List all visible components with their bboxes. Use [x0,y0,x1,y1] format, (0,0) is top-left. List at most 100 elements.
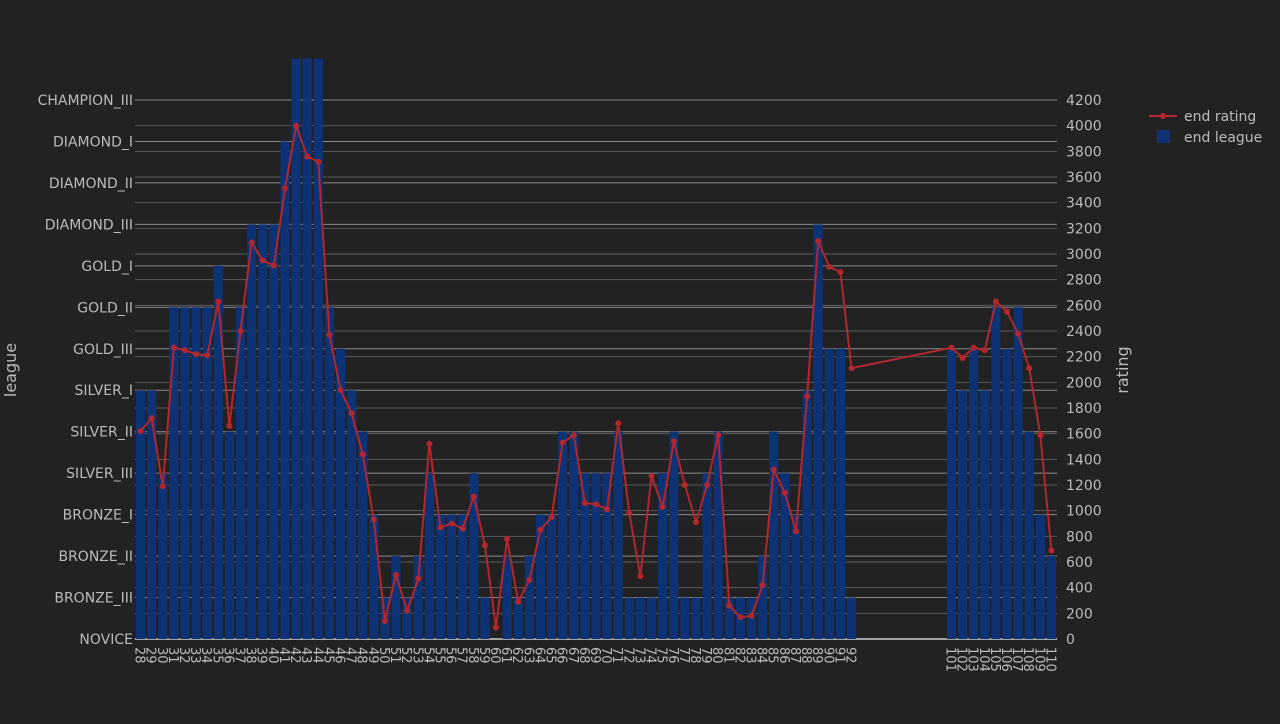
bar-end-league[interactable] [447,514,457,639]
bar-end-league[interactable] [802,390,812,639]
legend-item-end-league[interactable]: end league [1157,130,1262,146]
point-end-rating[interactable] [159,483,166,490]
bar-end-league[interactable] [991,307,1001,639]
legend[interactable]: end rating end league [1149,109,1262,146]
bar-end-league[interactable] [769,431,779,639]
bar-end-league[interactable] [791,514,801,639]
point-end-rating[interactable] [193,351,200,358]
bar-end-league[interactable] [147,390,157,639]
point-end-rating[interactable] [804,393,811,400]
bar-end-league[interactable] [580,473,590,639]
point-end-rating[interactable] [815,238,822,245]
bar-end-league[interactable] [591,473,601,639]
bar-end-league[interactable] [313,58,323,640]
point-end-rating[interactable] [759,582,766,589]
bar-end-league[interactable] [369,514,379,639]
point-end-rating[interactable] [848,365,855,372]
bar-end-league[interactable] [480,597,490,639]
point-end-rating[interactable] [681,482,688,488]
bar-end-league[interactable] [602,473,612,639]
point-end-rating[interactable] [493,624,500,631]
point-end-rating[interactable] [393,571,400,578]
bar-end-league[interactable] [758,556,768,639]
bar-end-league[interactable] [402,597,412,639]
point-end-rating[interactable] [237,328,244,334]
bar-end-league[interactable] [180,307,190,639]
point-end-rating[interactable] [593,501,599,508]
point-end-rating[interactable] [381,618,388,625]
point-end-rating[interactable] [370,516,377,523]
point-end-rating[interactable] [515,598,522,605]
point-end-rating[interactable] [504,535,511,542]
point-end-rating[interactable] [281,185,288,192]
point-end-rating[interactable] [359,451,366,458]
bar-end-league[interactable] [413,556,423,639]
point-end-rating[interactable] [748,612,755,619]
point-end-rating[interactable] [315,158,322,165]
point-end-rating[interactable] [737,614,744,621]
bar-end-league[interactable] [780,473,790,639]
bar-end-league[interactable] [258,224,268,639]
bar-end-league[interactable] [302,58,312,640]
bar-end-league[interactable] [502,556,512,639]
bar-end-league[interactable] [158,473,168,639]
bar-end-league[interactable] [658,473,668,639]
point-end-rating[interactable] [637,573,644,580]
point-end-rating[interactable] [326,331,333,338]
point-end-rating[interactable] [715,431,722,438]
bar-end-league[interactable] [191,307,201,639]
point-end-rating[interactable] [548,514,555,521]
bar-end-league[interactable] [1035,514,1045,639]
point-end-rating[interactable] [837,268,844,275]
point-end-rating[interactable] [148,415,155,422]
point-end-rating[interactable] [792,528,799,535]
point-end-rating[interactable] [559,439,566,446]
point-end-rating[interactable] [537,526,544,533]
bar-end-league[interactable] [813,224,823,639]
bar-end-league[interactable] [324,307,334,639]
point-end-rating[interactable] [348,410,355,417]
bar-end-league[interactable] [358,431,368,639]
bar-end-league[interactable] [624,597,634,639]
point-end-rating[interactable] [581,499,588,506]
bar-end-league[interactable] [669,431,679,639]
point-end-rating[interactable] [959,354,966,361]
point-end-rating[interactable] [448,520,455,527]
bar-end-league[interactable] [635,597,645,639]
point-end-rating[interactable] [459,525,466,532]
bar-end-league[interactable] [569,431,579,639]
bar-end-league[interactable] [724,597,734,639]
point-end-rating[interactable] [692,519,699,526]
bar-end-league[interactable] [513,597,523,639]
bar-end-league[interactable] [524,556,534,639]
bar-end-league[interactable] [213,265,223,639]
point-end-rating[interactable] [426,440,433,447]
point-end-rating[interactable] [437,524,444,531]
point-end-rating[interactable] [948,344,955,351]
point-end-rating[interactable] [137,428,144,435]
point-end-rating[interactable] [770,466,777,473]
bar-end-league[interactable] [347,390,357,639]
point-end-rating[interactable] [670,438,677,445]
point-end-rating[interactable] [659,503,666,510]
bar-end-league[interactable] [1002,348,1012,639]
point-end-rating[interactable] [415,575,422,582]
bar-end-league[interactable] [713,431,723,639]
bar-end-league[interactable] [224,431,234,639]
point-end-rating[interactable] [570,431,577,438]
bar-end-league[interactable] [435,514,446,639]
point-end-rating[interactable] [170,344,177,351]
point-end-rating[interactable] [704,482,711,488]
point-end-rating[interactable] [726,602,733,609]
bar-end-league[interactable] [280,141,290,639]
point-end-rating[interactable] [481,542,488,549]
bar-end-league[interactable] [169,307,179,639]
point-end-rating[interactable] [293,122,300,129]
bar-end-league[interactable] [958,390,968,639]
point-end-rating[interactable] [404,607,411,614]
point-end-rating[interactable] [648,473,655,480]
point-end-rating[interactable] [248,239,255,246]
bar-end-league[interactable] [1024,431,1034,639]
point-end-rating[interactable] [470,493,477,500]
bar-end-league[interactable] [1013,307,1023,639]
